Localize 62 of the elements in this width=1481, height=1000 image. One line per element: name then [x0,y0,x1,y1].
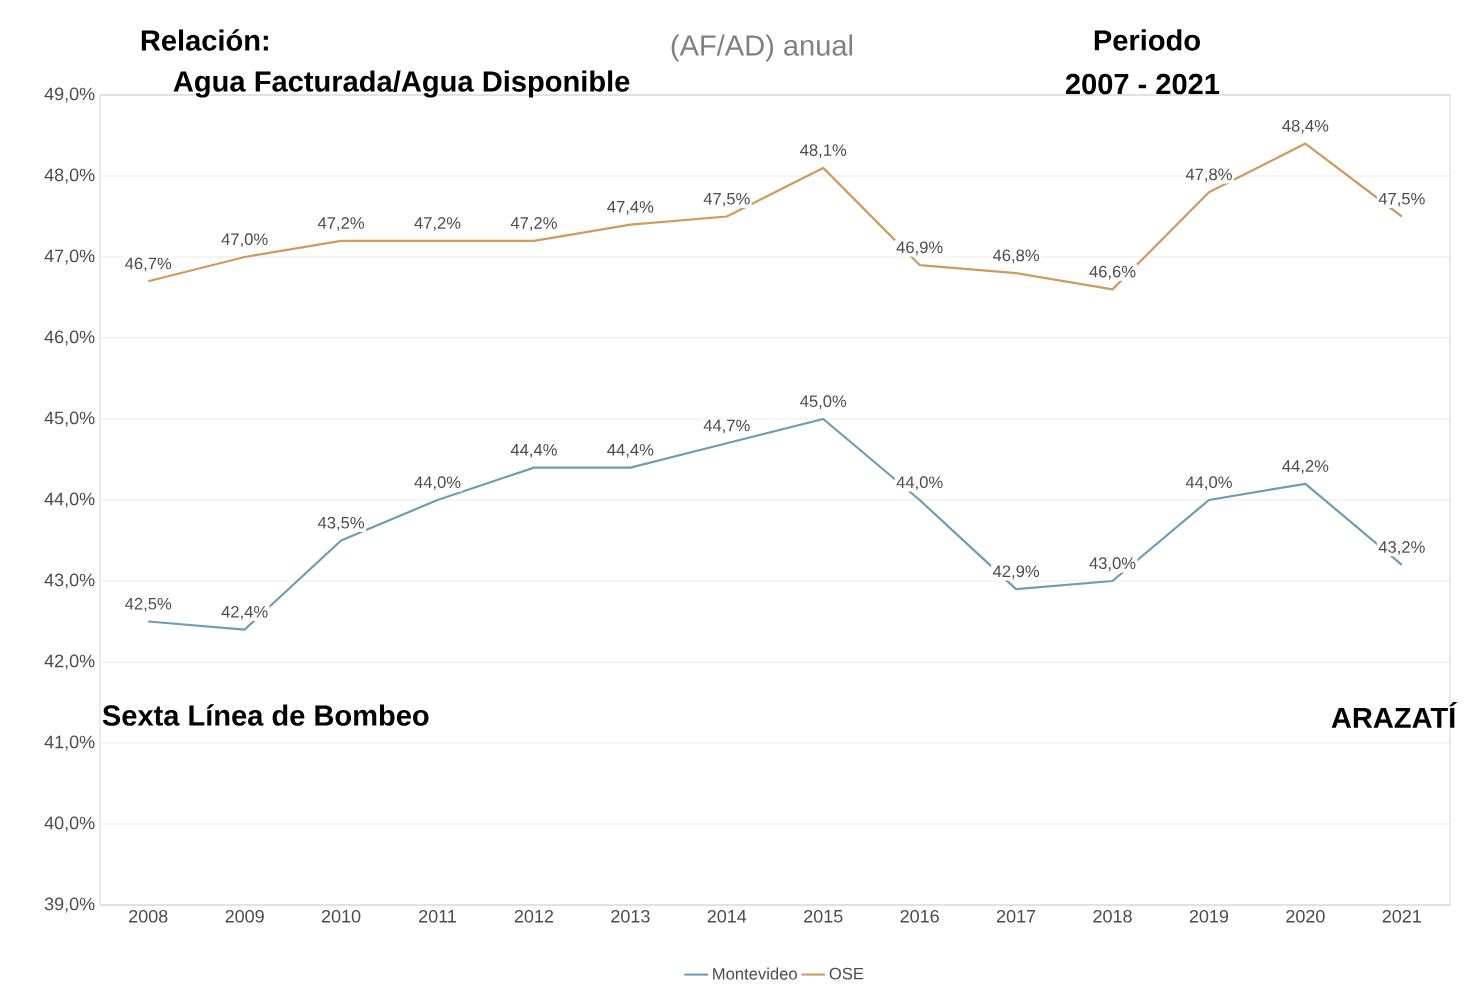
data-label: 47,5% [1378,192,1425,207]
data-label: 48,1% [800,144,847,158]
data-label: 47,2% [414,217,461,231]
text: (AF/AD) anual [671,34,853,62]
chart-subtitle: Agua Facturada/Agua Disponible [173,70,630,98]
data-label: 44,7% [703,419,750,434]
data-label: 47,5% [703,192,750,207]
y-tick-label: 47,0% [44,249,95,265]
data-label: 45,0% [800,395,847,410]
x-tick-label: 2008 [129,909,168,923]
annotation: ARAZATÍ [1331,702,1457,728]
data-label: 44,0% [414,476,461,491]
x-tick-label: 2012 [514,909,554,923]
y-tick-label: 48,0% [44,168,95,184]
y-tick-label: 49,0% [44,87,95,103]
y-tick-label: 42,0% [44,654,95,670]
data-label: 43,5% [317,516,365,531]
y-tick-label: 45,0% [44,411,95,427]
text: Periodo [1094,29,1200,51]
legend-label: OSE [829,967,864,980]
text: 2007 - 2021 [1065,73,1220,95]
data-label: 47,2% [317,217,365,231]
data-label: 48,4% [1282,119,1329,134]
data-label: 47,0% [221,233,268,248]
x-tick-label: 2013 [611,909,650,923]
data-label: 42,4% [221,605,268,620]
x-tick-label: 2017 [996,909,1036,923]
data-label: 42,5% [125,597,172,612]
y-tick-label: 46,0% [44,330,95,346]
y-tick-label: 44,0% [44,492,95,508]
data-label: 47,2% [510,217,557,231]
x-tick-label: 2011 [419,909,456,923]
data-label: 46,9% [896,241,943,256]
chart-title: Relación: [141,29,268,51]
data-label: 46,7% [125,257,172,272]
y-tick-label: 39,0% [44,897,95,913]
data-label: 43,0% [1089,557,1136,572]
x-tick-label: 2021 [1382,909,1421,923]
x-tick-label: 2010 [321,909,361,923]
legend-label: Montevideo [713,967,797,980]
x-tick-label: 2019 [1189,909,1229,923]
x-tick-label: 2016 [900,909,939,923]
x-tick-label: 2014 [707,909,747,923]
data-label: 46,6% [1089,265,1136,280]
y-tick-label: 40,0% [44,816,95,832]
data-label: 47,8% [1185,168,1232,183]
x-tick-label: 2018 [1093,909,1132,923]
data-label: 44,0% [896,476,943,491]
data-label: 43,2% [1378,541,1425,555]
y-tick-label: 43,0% [44,573,95,589]
x-tick-label: 2009 [225,909,264,923]
data-label: 46,8% [992,249,1040,264]
data-label: 44,0% [1185,476,1232,491]
y-tick-label: 41,0% [44,735,95,751]
annotation: Sexta Línea de Bombeo [102,704,429,726]
data-label: 44,4% [607,443,654,458]
x-tick-label: 2015 [804,909,843,923]
x-tick-label: 2020 [1286,909,1325,923]
data-label: 47,4% [607,200,654,215]
data-label: 44,4% [510,443,557,458]
data-label: 44,2% [1282,460,1329,474]
data-label: 42,9% [992,565,1040,580]
